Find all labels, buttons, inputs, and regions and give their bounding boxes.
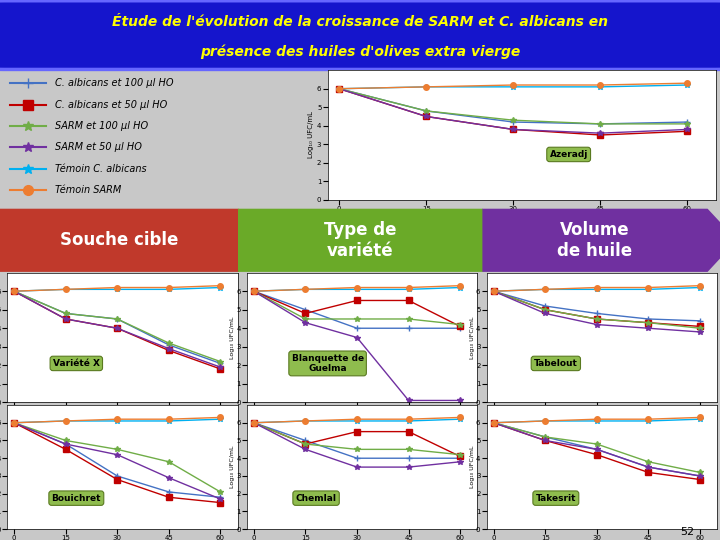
X-axis label: Temps Incubation (hth): Temps Incubation (hth)	[565, 416, 639, 421]
Text: Étude de l'évolution de la croissance de SARM et C. albicans en: Étude de l'évolution de la croissance de…	[112, 15, 608, 29]
Y-axis label: Log₁₀ UFC/mL: Log₁₀ UFC/mL	[469, 316, 474, 359]
Text: Variété X: Variété X	[53, 359, 100, 368]
Y-axis label: Log₁₀ UFC/mL: Log₁₀ UFC/mL	[469, 446, 474, 488]
Text: C. albicans et 50 μl HO: C. albicans et 50 μl HO	[55, 99, 167, 110]
Text: Chemlal: Chemlal	[296, 494, 336, 503]
Y-axis label: Log₁₀ UFC/mL: Log₁₀ UFC/mL	[308, 111, 314, 159]
FancyBboxPatch shape	[0, 1, 720, 70]
Text: SARM et 100 μl HO: SARM et 100 μl HO	[55, 121, 148, 131]
Text: Azeradj: Azeradj	[549, 150, 588, 159]
Y-axis label: Log₁₀ UFC/mL: Log₁₀ UFC/mL	[230, 446, 235, 488]
Text: C. albicans et 100 μl HO: C. albicans et 100 μl HO	[55, 78, 174, 88]
Text: Volume
de huile: Volume de huile	[557, 221, 633, 260]
Text: 52: 52	[680, 527, 695, 537]
Polygon shape	[0, 208, 269, 272]
X-axis label: Temps Incubation (hth): Temps Incubation (hth)	[325, 416, 399, 421]
Text: présence des huiles d'olives extra vierge: présence des huiles d'olives extra vierg…	[200, 44, 520, 58]
Polygon shape	[238, 208, 515, 272]
Polygon shape	[482, 208, 720, 272]
Text: Type de
variété: Type de variété	[324, 221, 397, 260]
Text: Blanquette de
Guelma: Blanquette de Guelma	[292, 354, 364, 373]
Text: Bouichret: Bouichret	[52, 494, 101, 503]
X-axis label: Temps Incubation (hth): Temps Incubation (hth)	[86, 416, 159, 421]
Text: Témoin C. albicans: Témoin C. albicans	[55, 164, 147, 174]
Text: Souche cible: Souche cible	[60, 231, 179, 249]
Text: Tabelout: Tabelout	[534, 359, 577, 368]
Text: SARM et 50 μl HO: SARM et 50 μl HO	[55, 143, 142, 152]
Text: Takesrit: Takesrit	[536, 494, 576, 503]
Y-axis label: Log₁₀ UFC/mL: Log₁₀ UFC/mL	[230, 316, 235, 359]
Text: Témoin SARM: Témoin SARM	[55, 185, 121, 195]
